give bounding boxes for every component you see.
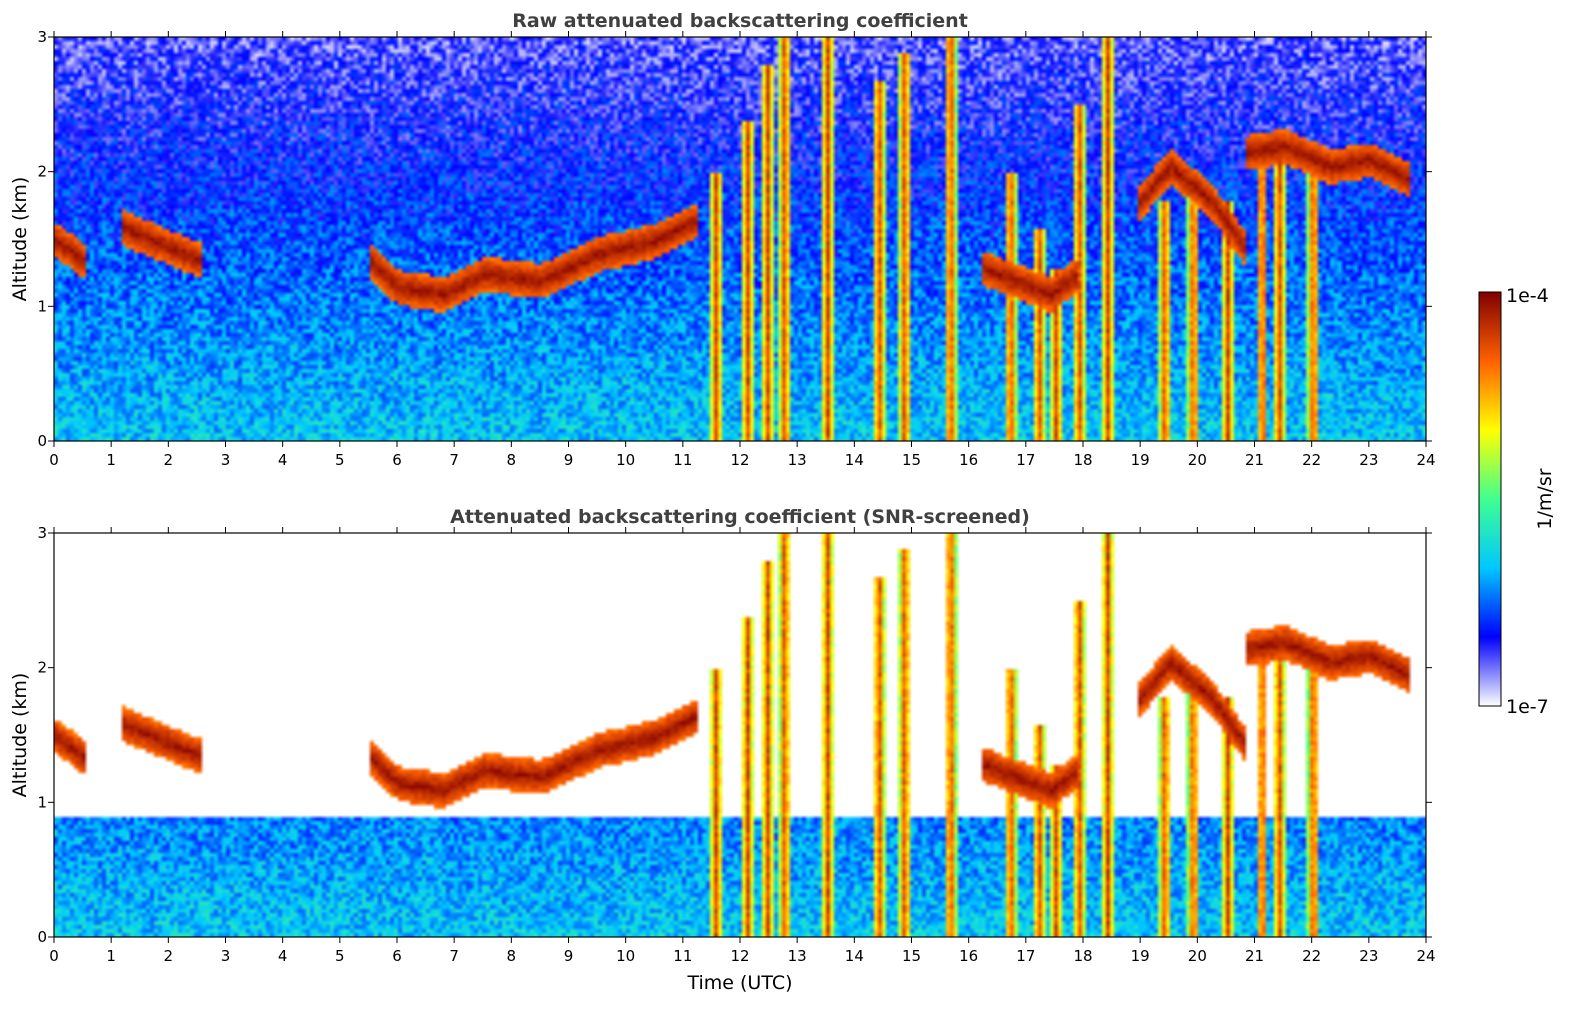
colorbar-unit-label: 1/m/sr — [1534, 468, 1556, 529]
x-tick-label: 0 — [49, 451, 59, 469]
x-tick-label: 4 — [278, 947, 288, 965]
x-tick-label: 8 — [507, 947, 517, 965]
x-tick-label: 2 — [164, 947, 174, 965]
x-tick-label: 10 — [616, 451, 635, 469]
x-tick-label: 9 — [564, 947, 574, 965]
colorbar: 1e-4 1e-7 1/m/sr — [1478, 285, 1556, 718]
x-tick-label: 2 — [164, 451, 174, 469]
y-tick-label: 3 — [37, 524, 47, 542]
heatmap-image — [54, 37, 1426, 441]
x-tick-label: 9 — [564, 451, 574, 469]
panel-title: Attenuated backscattering coefficient (S… — [450, 506, 1030, 528]
x-tick-label: 13 — [788, 451, 807, 469]
x-tick-label: 11 — [673, 947, 692, 965]
x-tick-label: 16 — [959, 451, 978, 469]
x-tick-label: 0 — [49, 947, 59, 965]
x-tick-label: 6 — [392, 947, 402, 965]
x-tick-label: 21 — [1245, 451, 1264, 469]
x-tick-label: 20 — [1188, 947, 1207, 965]
x-tick-label: 23 — [1359, 947, 1378, 965]
y-tick-label: 3 — [37, 28, 47, 46]
x-tick-label: 21 — [1245, 947, 1264, 965]
x-tick-label: 11 — [673, 451, 692, 469]
x-tick-label: 17 — [1016, 451, 1035, 469]
y-axis-label: Altitude (km) — [9, 673, 31, 798]
colorbar-max-label: 1e-4 — [1506, 285, 1549, 307]
x-axis-label: Time (UTC) — [686, 972, 792, 994]
x-tick-label: 4 — [278, 451, 288, 469]
x-tick-label: 17 — [1016, 947, 1035, 965]
x-tick-label: 15 — [902, 451, 921, 469]
x-tick-label: 13 — [788, 947, 807, 965]
x-tick-label: 16 — [959, 947, 978, 965]
x-tick-label: 1 — [106, 947, 116, 965]
x-tick-label: 24 — [1416, 947, 1435, 965]
x-tick-label: 18 — [1073, 451, 1092, 469]
x-tick-label: 5 — [335, 947, 345, 965]
x-tick-label: 6 — [392, 451, 402, 469]
x-tick-label: 7 — [449, 947, 459, 965]
x-tick-label: 12 — [730, 451, 749, 469]
x-tick-label: 3 — [221, 947, 231, 965]
x-tick-label: 1 — [106, 451, 116, 469]
heatmap-image — [54, 533, 1426, 937]
x-tick-label: 10 — [616, 947, 635, 965]
x-tick-label: 12 — [730, 947, 749, 965]
y-tick-label: 1 — [37, 793, 47, 811]
x-tick-label: 14 — [845, 451, 864, 469]
x-tick-label: 23 — [1359, 451, 1378, 469]
colorbar-scale — [1478, 291, 1502, 707]
x-tick-label: 3 — [221, 451, 231, 469]
x-tick-label: 8 — [507, 451, 517, 469]
x-tick-label: 19 — [1131, 947, 1150, 965]
x-tick-label: 18 — [1073, 947, 1092, 965]
x-tick-label: 5 — [335, 451, 345, 469]
x-tick-label: 15 — [902, 947, 921, 965]
x-tick-label: 22 — [1302, 451, 1321, 469]
y-tick-label: 2 — [37, 659, 47, 677]
panel-1: Raw attenuated backscattering coefficien… — [9, 10, 1436, 469]
x-tick-label: 19 — [1131, 451, 1150, 469]
x-tick-label: 14 — [845, 947, 864, 965]
x-tick-label: 20 — [1188, 451, 1207, 469]
y-tick-label: 0 — [37, 928, 47, 946]
x-tick-label: 7 — [449, 451, 459, 469]
colorbar-min-label: 1e-7 — [1506, 696, 1549, 718]
y-axis-label: Altitude (km) — [9, 177, 31, 302]
y-tick-label: 2 — [37, 163, 47, 181]
panel-title: Raw attenuated backscattering coefficien… — [512, 10, 968, 32]
x-tick-label: 22 — [1302, 947, 1321, 965]
y-tick-label: 0 — [37, 432, 47, 450]
y-tick-label: 1 — [37, 297, 47, 315]
x-tick-label: 24 — [1416, 451, 1435, 469]
panel-2: Attenuated backscattering coefficient (S… — [9, 506, 1436, 994]
